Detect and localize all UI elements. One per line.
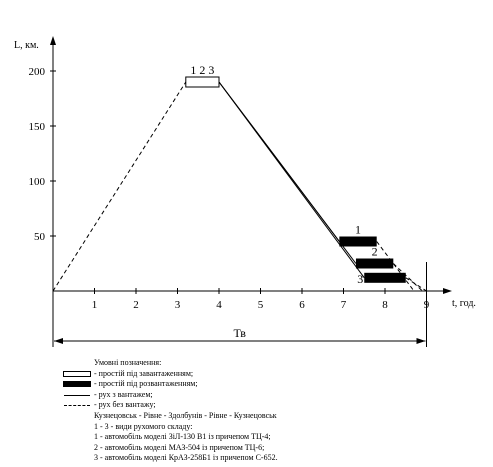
x-tick-label: 6 [299, 299, 305, 311]
empty-run-line [52, 81, 187, 292]
chart-axes [50, 36, 452, 294]
legend-item: - рух без вантажу; [62, 400, 482, 411]
legend-title: Умовні позначення: [94, 358, 162, 367]
legend-item-text: - простій під розвантаженням; [94, 379, 198, 389]
x-tick-label: 7 [341, 299, 347, 311]
x-tick-label: 8 [382, 299, 388, 311]
x-tick-label: 3 [175, 299, 181, 311]
x-tick-label: 1 [92, 299, 98, 311]
y-tick-label: 150 [29, 121, 46, 133]
y-axis-arrow [50, 36, 56, 45]
legend-symbol [62, 390, 92, 401]
loading-box [185, 76, 220, 88]
loaded-run-line [218, 81, 365, 279]
legend-symbol [62, 369, 92, 380]
legend-notes: 1 - 3 - види рухомого складу: 1 - автомоб… [62, 422, 482, 464]
y-tick-label: 200 [29, 66, 46, 78]
y-ticks: 50 100 150 200 [29, 66, 56, 243]
idle-boxes: 1 2 3 123 [185, 63, 406, 286]
unloading-box-label: 3 [357, 272, 363, 286]
y-axis-label: L, км. [14, 40, 39, 51]
legend-item-text: - рух без вантажу; [94, 400, 156, 410]
legend-note: 1 - автомобіль моделі ЗіЛ-130 В1 із прич… [94, 432, 271, 442]
y-tick-label: 50 [34, 231, 46, 243]
legend: Умовні позначення: - простій під заванта… [62, 358, 482, 464]
x-tick-label: 2 [133, 299, 139, 311]
duration-span: Тв [52, 262, 427, 347]
legend-item-text: - простій під завантаженням; [94, 368, 194, 378]
legend-route: Кузнецовськ - Рівне - Здолбунів - Рівне … [94, 410, 277, 420]
span-right-arrow [416, 338, 426, 344]
x-tick-label: 5 [258, 299, 264, 311]
unloading-box-label: 2 [372, 245, 378, 259]
unloading-box [339, 236, 377, 247]
x-axis-label: t, год. [452, 298, 476, 309]
empty-run-line [405, 277, 427, 292]
x-tick-label: 4 [216, 299, 222, 311]
empty-run-line [376, 241, 415, 292]
span-label: Тв [234, 326, 247, 340]
x-axis-arrow [443, 288, 452, 294]
legend-note: 1 - 3 - види рухомого складу: [94, 421, 193, 431]
unloading-box-label: 1 [355, 223, 361, 237]
legend-items: - простій під завантаженням; - простій пі… [62, 369, 482, 411]
legend-symbol [62, 400, 92, 411]
legend-item-text: - рух з вантажем; [94, 389, 153, 399]
legend-symbol [62, 379, 92, 390]
legend-note: 3 - автомобіль моделі КрАЗ-258Б1 із прич… [94, 453, 278, 463]
span-left-arrow [54, 338, 63, 344]
legend-item: - простій під розвантаженням; [62, 379, 482, 390]
legend-item: - простій під завантаженням; [62, 369, 482, 380]
legend-note: 2 - автомобіль моделі МАЗ-504 із причепо… [94, 442, 265, 452]
unloading-box [355, 258, 394, 269]
y-tick-label: 100 [29, 176, 46, 188]
legend-item: - рух з вантажем; [62, 390, 482, 401]
loading-box-label: 1 2 3 [190, 63, 214, 77]
unloading-box [364, 272, 406, 283]
